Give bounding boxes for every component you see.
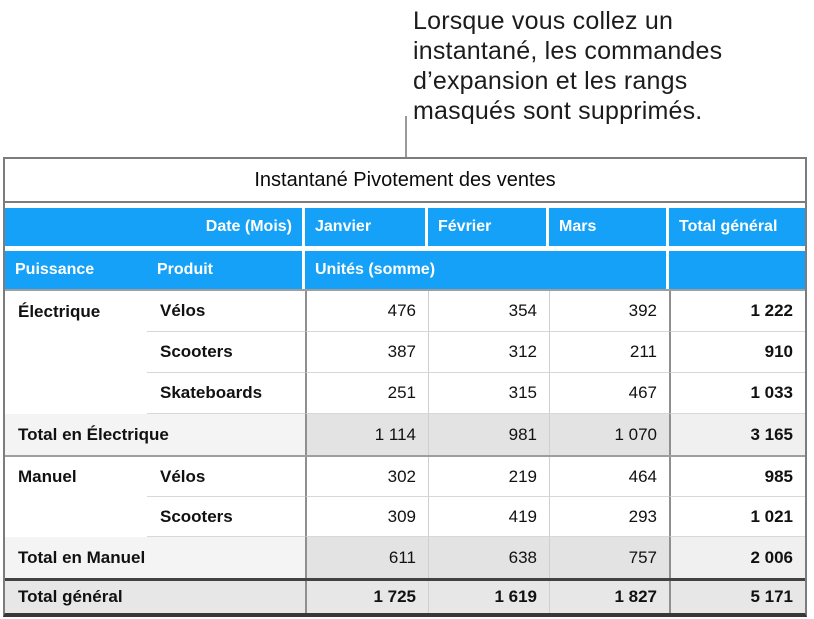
header-gap — [5, 246, 805, 251]
header-cell-mars[interactable]: Mars — [549, 208, 669, 246]
cell-mars[interactable]: 1 827 — [549, 581, 669, 613]
table-row-grand-total: Total général 1 725 1 619 1 827 5 171 — [5, 581, 805, 613]
header-cell-janvier[interactable]: Janvier — [305, 208, 428, 246]
cell-fevrier[interactable]: 315 — [428, 373, 549, 414]
cell-janvier[interactable]: 251 — [305, 373, 428, 414]
callout-annotation-text: Lorsque vous collez un instantané, les c… — [413, 7, 723, 125]
header-cell-date-mois[interactable]: Date (Mois) — [5, 208, 305, 246]
cell-mars[interactable]: 467 — [549, 373, 669, 414]
cell-janvier[interactable]: 476 — [305, 291, 428, 332]
cell-janvier[interactable]: 387 — [305, 332, 428, 373]
group-separator — [5, 455, 805, 457]
cell-mars[interactable]: 392 — [549, 291, 669, 332]
cell-mars[interactable]: 211 — [549, 332, 669, 373]
cell-puissance[interactable]: Électrique — [18, 301, 101, 321]
cell-total[interactable]: 1 222 — [669, 291, 805, 332]
table-row-manuel-velos: Manuel Vélos 302 219 464 985 — [5, 457, 805, 497]
table-row-electrique-skateboards: Skateboards 251 315 467 1 033 — [5, 373, 805, 414]
cell-total[interactable]: 1 021 — [669, 497, 805, 537]
cell-fevrier[interactable]: 981 — [428, 414, 549, 455]
cell-total[interactable]: 910 — [669, 332, 805, 373]
cell-puissance[interactable]: Manuel — [18, 467, 77, 486]
header-row-months: Date (Mois) Janvier Février Mars Total g… — [5, 208, 805, 246]
grand-total-separator — [5, 578, 805, 581]
cell-produit[interactable]: Scooters — [147, 332, 305, 373]
header-cell-total-general[interactable]: Total général — [669, 208, 805, 246]
cell-total[interactable]: 1 033 — [669, 373, 805, 414]
cell-subtotal-label[interactable]: Total en Électrique — [5, 414, 305, 455]
cell-mars[interactable]: 293 — [549, 497, 669, 537]
header-cell-unites-somme[interactable]: Unités (somme) — [305, 251, 669, 289]
cell-fevrier[interactable]: 419 — [428, 497, 549, 537]
cell-produit[interactable]: Vélos — [147, 457, 305, 497]
cell-mars[interactable]: 1 070 — [549, 414, 669, 455]
callout-connector-line — [405, 116, 407, 157]
header-cell-produit[interactable]: Produit — [147, 251, 305, 289]
cell-produit[interactable]: Scooters — [147, 497, 305, 537]
cell-janvier[interactable]: 611 — [305, 537, 428, 578]
cell-janvier[interactable]: 1 114 — [305, 414, 428, 455]
table-row-total-electrique: Total en Électrique 1 114 981 1 070 3 16… — [5, 414, 805, 455]
cell-fevrier[interactable]: 1 619 — [428, 581, 549, 613]
header-cell-puissance[interactable]: Puissance — [5, 251, 147, 289]
table-row-total-manuel: Total en Manuel 611 638 757 2 006 — [5, 537, 805, 578]
cell-produit[interactable]: Vélos — [147, 291, 305, 332]
table-title[interactable]: Instantané Pivotement des ventes — [5, 159, 805, 203]
header-cell-empty[interactable] — [669, 251, 805, 289]
cell-janvier[interactable]: 302 — [305, 457, 428, 497]
table-row-manuel-scooters: Scooters 309 419 293 1 021 — [5, 497, 805, 537]
table-row-electrique-velos: Électrique Vélos 476 354 392 1 222 — [5, 291, 805, 332]
cell-puissance[interactable] — [5, 332, 147, 373]
cell-fevrier[interactable]: 219 — [428, 457, 549, 497]
header-row-fields: Puissance Produit Unités (somme) — [5, 251, 805, 289]
cell-fevrier[interactable]: 312 — [428, 332, 549, 373]
header-gap — [5, 203, 805, 208]
cell-total[interactable]: 5 171 — [669, 581, 805, 613]
cell-grand-label[interactable]: Total général — [5, 581, 305, 613]
cell-mars[interactable]: 757 — [549, 537, 669, 578]
cell-total[interactable]: 985 — [669, 457, 805, 497]
cell-fevrier[interactable]: 638 — [428, 537, 549, 578]
cell-mars[interactable]: 464 — [549, 457, 669, 497]
cell-janvier[interactable]: 1 725 — [305, 581, 428, 613]
cell-total[interactable]: 3 165 — [669, 414, 805, 455]
cell-total[interactable]: 2 006 — [669, 537, 805, 578]
header-bottom-separator — [5, 289, 805, 291]
pivot-table: Instantané Pivotement des ventes Date (M… — [3, 157, 807, 617]
header-cell-fevrier[interactable]: Février — [428, 208, 549, 246]
cell-fevrier[interactable]: 354 — [428, 291, 549, 332]
cell-puissance[interactable] — [5, 373, 147, 414]
cell-subtotal-label[interactable]: Total en Manuel — [5, 537, 305, 578]
cell-puissance[interactable] — [5, 497, 147, 537]
cell-janvier[interactable]: 309 — [305, 497, 428, 537]
table-row-electrique-scooters: Scooters 387 312 211 910 — [5, 332, 805, 373]
cell-produit[interactable]: Skateboards — [147, 373, 305, 414]
